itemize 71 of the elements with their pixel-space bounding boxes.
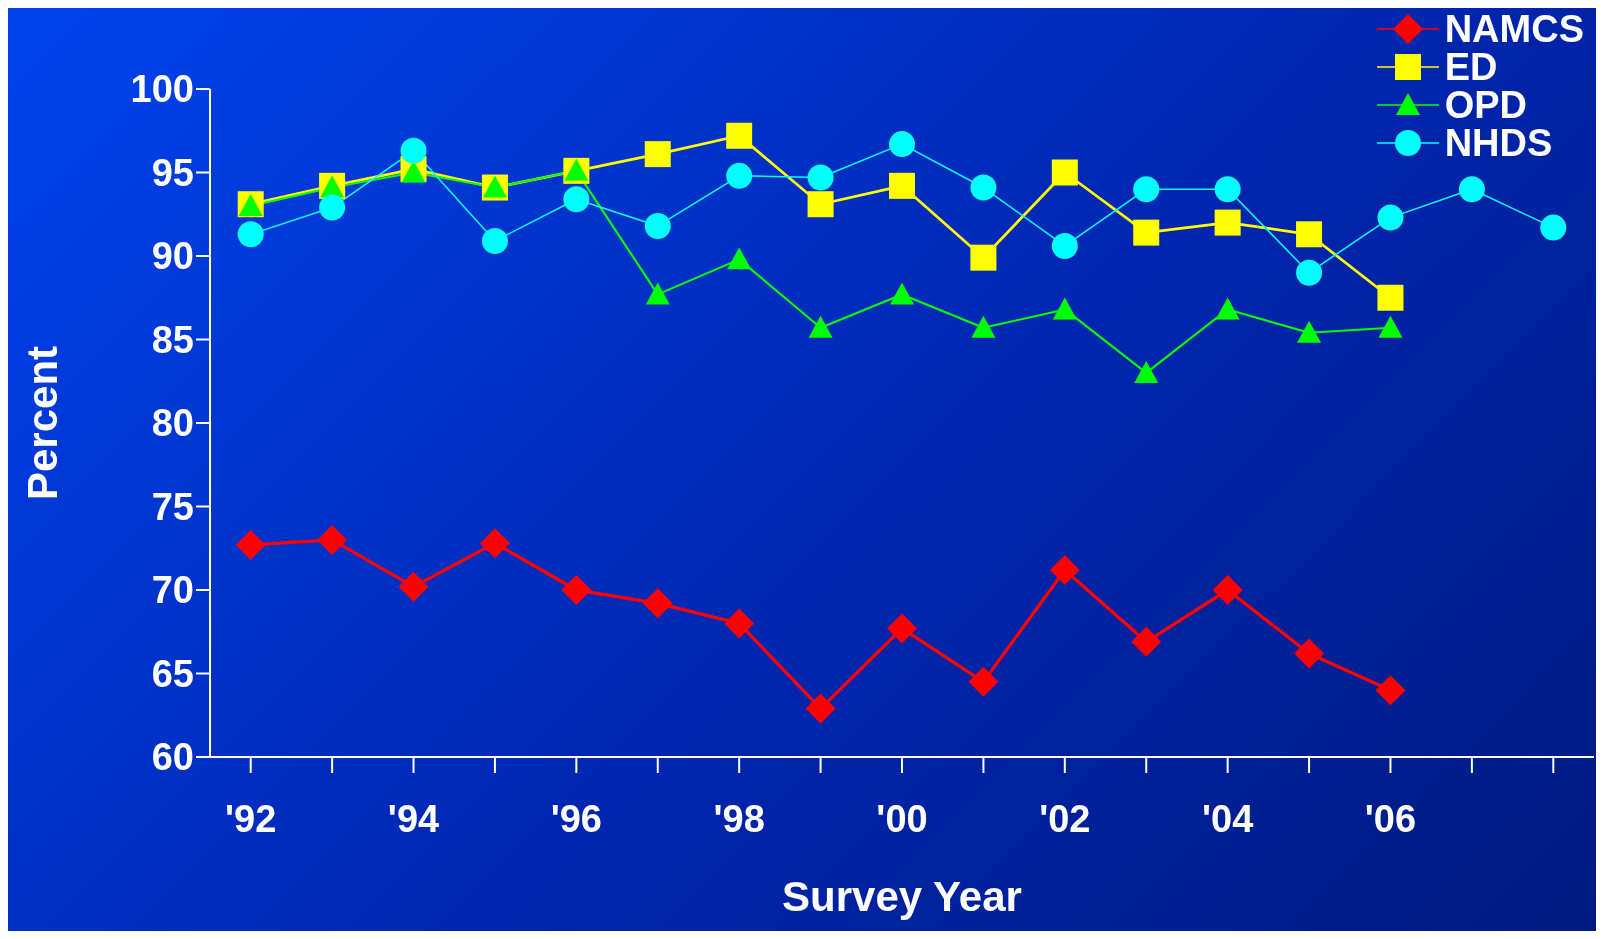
point: [1052, 297, 1077, 320]
x-tick-label: '00: [876, 797, 928, 840]
point: [807, 164, 834, 191]
point: [724, 608, 755, 639]
point: [726, 162, 753, 189]
point: [805, 693, 836, 724]
point: [561, 575, 592, 605]
y-tick-label: 70: [151, 569, 194, 612]
point: [1296, 221, 1323, 248]
point: [644, 141, 671, 168]
x-tick-label: '96: [550, 797, 603, 840]
x-axis-title: Survey Year: [782, 873, 1022, 920]
point: [644, 212, 671, 239]
point: [1540, 214, 1567, 241]
point: [1133, 219, 1160, 246]
point: [887, 613, 917, 644]
point: [645, 282, 670, 305]
point: [481, 227, 508, 254]
point: [1131, 626, 1162, 657]
point: [1214, 176, 1241, 203]
x-tick-label: '98: [713, 797, 765, 840]
point: [479, 528, 510, 559]
point: [1458, 176, 1485, 203]
point: [970, 244, 997, 271]
point: [808, 315, 833, 338]
point: [889, 172, 915, 199]
point: [1296, 259, 1323, 286]
point: [890, 282, 914, 305]
point: [1294, 638, 1325, 669]
y-tick-label: 60: [151, 736, 194, 779]
y-tick-label: 85: [151, 318, 194, 361]
y-tick-label: 95: [151, 151, 194, 194]
point: [1134, 360, 1159, 383]
x-tick-label: '04: [1201, 797, 1254, 840]
point: [889, 131, 915, 158]
point: [1049, 554, 1080, 585]
x-tick-label: '06: [1364, 797, 1417, 840]
point: [235, 529, 266, 560]
point: [970, 174, 997, 201]
point: [563, 186, 590, 213]
point: [1051, 159, 1078, 186]
y-tick-label: 65: [151, 652, 194, 695]
point: [400, 137, 427, 164]
point: [807, 191, 834, 218]
point: [398, 571, 429, 602]
point: [1377, 284, 1404, 311]
point: [727, 247, 752, 270]
point: [1375, 675, 1406, 706]
x-tick-label: '02: [1039, 797, 1091, 840]
x-tick-label: '92: [225, 797, 277, 840]
y-tick-label: 90: [151, 235, 194, 278]
point: [968, 666, 999, 697]
y-axis-title: Percent: [18, 345, 66, 501]
point: [726, 122, 753, 149]
point: [1297, 320, 1322, 343]
y-tick-label: 80: [151, 402, 194, 445]
point: [1214, 209, 1241, 236]
x-tick-label: '94: [387, 797, 440, 840]
y-tick-label: 100: [130, 68, 194, 111]
point: [237, 221, 264, 248]
point: [319, 194, 346, 221]
y-tick-label: 75: [151, 485, 194, 528]
point: [317, 524, 348, 555]
point: [971, 315, 996, 338]
point: [1215, 297, 1240, 320]
point: [1051, 232, 1078, 259]
point: [1133, 176, 1160, 203]
point: [1378, 315, 1403, 338]
point: [1377, 204, 1404, 231]
point: [642, 588, 673, 619]
point: [1212, 575, 1243, 605]
